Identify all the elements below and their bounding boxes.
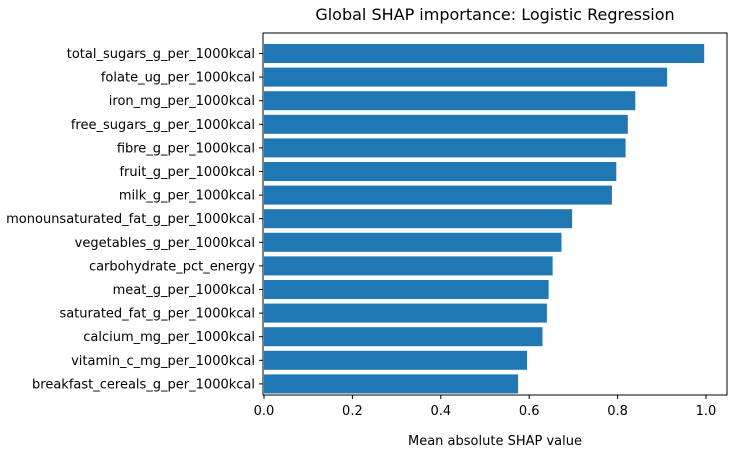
y-tick-label: calcium_mg_per_1000kcal xyxy=(83,330,255,345)
bar-monounsaturated_fat_g_per_1000kcal xyxy=(264,209,573,229)
bar-carbohydrate_pct_energy xyxy=(264,256,553,276)
x-tick-label: 0.8 xyxy=(607,404,628,419)
y-tick-label: meat_g_per_1000kcal xyxy=(113,283,255,298)
bar-saturated_fat_g_per_1000kcal xyxy=(264,303,547,323)
bar-free_sugars_g_per_1000kcal xyxy=(264,114,628,134)
bar-calcium_mg_per_1000kcal xyxy=(264,327,543,347)
bar-vitamin_c_mg_per_1000kcal xyxy=(264,350,527,370)
bar-meat_g_per_1000kcal xyxy=(264,280,549,299)
y-tick-label: vitamin_c_mg_per_1000kcal xyxy=(71,354,255,369)
bar-total_sugars_g_per_1000kcal xyxy=(264,44,705,63)
x-axis-label: Mean absolute SHAP value xyxy=(408,434,582,449)
y-tick-label: total_sugars_g_per_1000kcal xyxy=(67,47,255,62)
x-ticks-group: 0.0 0.2 0.4 0.6 0.8 1.0 xyxy=(254,395,717,419)
y-tick-label: milk_g_per_1000kcal xyxy=(119,189,255,204)
y-tick-label: carbohydrate_pct_energy xyxy=(89,259,255,274)
bar-milk_g_per_1000kcal xyxy=(264,185,612,205)
bar-vegetables_g_per_1000kcal xyxy=(264,232,562,252)
bar-fruit_g_per_1000kcal xyxy=(264,162,617,181)
x-tick-label: 0.2 xyxy=(342,404,363,419)
y-tick-label: fruit_g_per_1000kcal xyxy=(119,165,255,180)
bar-iron_mg_per_1000kcal xyxy=(264,91,636,111)
y-tick-label: saturated_fat_g_per_1000kcal xyxy=(59,307,255,322)
bar-folate_ug_per_1000kcal xyxy=(264,67,668,87)
bar-breakfast_cereals_g_per_1000kcal xyxy=(264,374,519,394)
y-tick-label: free_sugars_g_per_1000kcal xyxy=(71,118,255,133)
x-tick-label: 0.0 xyxy=(254,404,275,419)
category-labels-group: total_sugars_g_per_1000kcal folate_ug_per… xyxy=(6,47,263,392)
bar-fibre_g_per_1000kcal xyxy=(264,138,626,158)
y-tick-label: iron_mg_per_1000kcal xyxy=(109,94,255,109)
x-tick-label: 0.4 xyxy=(430,404,451,419)
y-tick-label: monounsaturated_fat_g_per_1000kcal xyxy=(6,212,255,227)
x-tick-label: 0.6 xyxy=(519,404,540,419)
x-tick-label: 1.0 xyxy=(696,404,717,419)
y-tick-label: fibre_g_per_1000kcal xyxy=(117,141,255,156)
y-tick-label: folate_ug_per_1000kcal xyxy=(101,71,255,86)
chart-title: Global SHAP importance: Logistic Regress… xyxy=(315,5,674,24)
y-tick-label: vegetables_g_per_1000kcal xyxy=(75,236,255,251)
bars-group xyxy=(264,44,705,394)
y-tick-label: breakfast_cereals_g_per_1000kcal xyxy=(32,377,255,392)
plot-frame xyxy=(262,32,728,396)
